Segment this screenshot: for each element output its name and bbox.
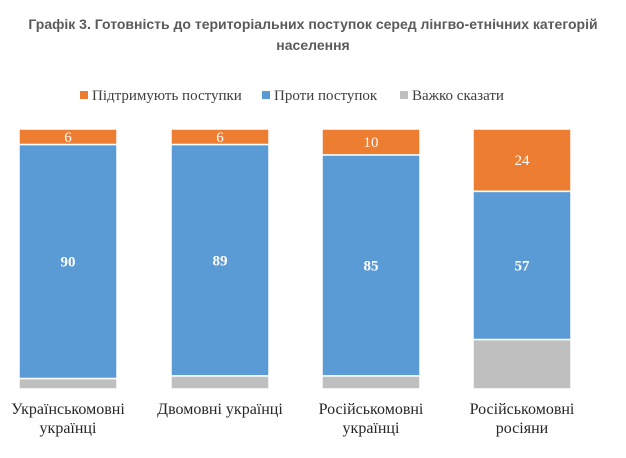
category-label-2-line-1: українці [343, 420, 400, 437]
chart-title-line-1: Графік 3. Готовність до територіальних п… [28, 16, 598, 32]
data-label-3-0: 24 [515, 153, 531, 169]
bar-segment-3-1 [472, 190, 572, 341]
legend: Підтримують поступки Проти поступок Важко … [80, 88, 504, 104]
category-label-0-line-1: українці [40, 420, 97, 437]
legend-label-2: Важко сказати [412, 88, 504, 104]
data-label-0-0: 6 [64, 130, 72, 146]
category-label-1: Двомовні українці [157, 401, 283, 418]
bar-segment-3-2 [472, 338, 572, 390]
legend-swatch-2 [400, 91, 408, 99]
category-label-0: Українськомовні українці [11, 401, 125, 437]
category-labels: Українськомовні українці Двомовні українці… [11, 401, 575, 437]
data-label-2-1: 85 [364, 259, 379, 275]
bar-stack-0: 6 90 [18, 128, 118, 390]
category-label-3-line-1: росіяни [496, 420, 549, 437]
bar-segment-2-2 [321, 375, 421, 390]
bar-segment-2-1 [321, 154, 421, 377]
data-label-2-0: 10 [364, 135, 379, 151]
category-label-1-line-0: Двомовні українці [157, 401, 283, 418]
category-label-2: Російськомовні українці [319, 401, 424, 437]
category-label-3-line-0: Російськомовні [470, 401, 575, 418]
category-label-0-line-0: Українськомовні [11, 401, 125, 418]
bar-stack-1: 6 89 [170, 128, 270, 390]
bars: 6 90 6 89 10 85 24 57 [18, 128, 572, 390]
bar-stack-3: 24 57 [472, 128, 572, 390]
chart-title-line-2: населення [276, 37, 350, 53]
bar-segment-0-2 [18, 377, 118, 390]
legend-label-0: Підтримують поступки [92, 88, 242, 104]
bar-segment-1-2 [170, 375, 270, 390]
chart-title: Графік 3. Готовність до територіальних п… [0, 14, 626, 56]
bar-segment-2-0 [321, 128, 421, 156]
category-label-2-line-0: Російськомовні [319, 401, 424, 418]
bar-segment-3-0 [472, 128, 572, 193]
bar-segment-1-1 [170, 143, 270, 377]
legend-label-1: Проти поступок [274, 88, 378, 104]
data-label-3-1: 57 [515, 259, 531, 275]
legend-swatch-1 [262, 91, 270, 99]
data-label-1-0: 6 [216, 130, 224, 146]
bar-segment-0-1 [18, 143, 118, 380]
legend-item-0: Підтримують поступки [80, 88, 242, 104]
legend-item-2: Важко сказати [400, 88, 504, 104]
data-label-0-1: 90 [61, 255, 76, 271]
category-label-3: Російськомовні росіяни [470, 401, 575, 437]
bar-stack-2: 10 85 [321, 128, 421, 390]
legend-item-1: Проти поступок [262, 88, 378, 104]
legend-swatch-0 [80, 91, 88, 99]
data-label-1-1: 89 [213, 253, 228, 269]
